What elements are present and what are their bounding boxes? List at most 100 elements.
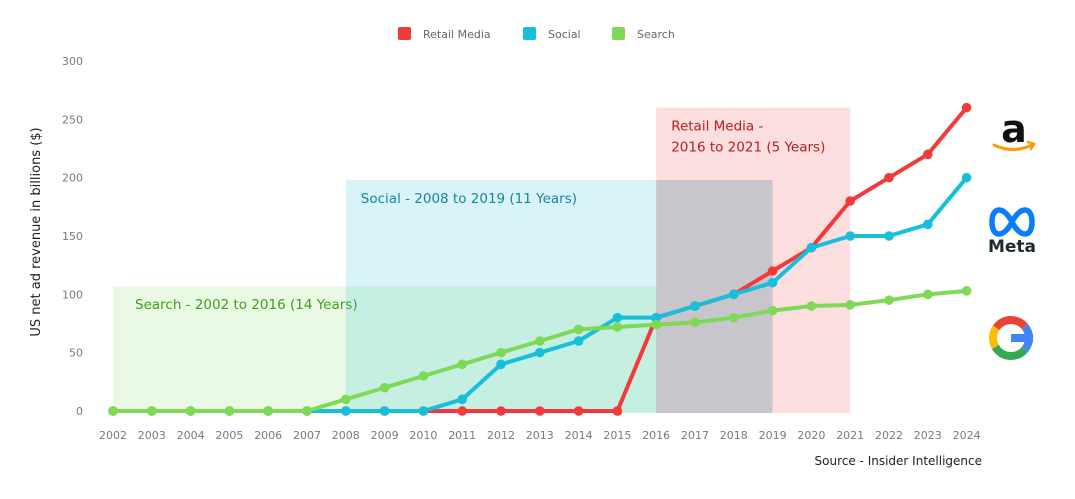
google-red-arc	[992, 316, 1028, 331]
search-point	[341, 394, 351, 405]
source-note: Source - Insider Intelligence	[815, 454, 982, 468]
y-tick-label: 50	[69, 347, 83, 360]
search-point	[302, 406, 312, 416]
y-tick-label: 150	[62, 230, 83, 243]
search-point	[185, 406, 196, 416]
x-tick-label: 2002	[99, 429, 127, 442]
legend: Retail Media Social Search	[398, 27, 675, 41]
x-tick-label: 2021	[836, 429, 864, 442]
x-tick-label: 2007	[293, 429, 321, 442]
google-green-arc	[991, 344, 1028, 360]
amazon-arrow-head	[1026, 140, 1036, 151]
retail-media-point	[845, 196, 855, 206]
y-tick-label: 100	[62, 288, 83, 301]
search-point	[651, 319, 661, 330]
search-point	[418, 371, 429, 381]
x-tick-label: 2022	[875, 429, 903, 442]
x-tick-label: 2019	[759, 429, 787, 442]
legend-label-search: Search	[637, 28, 675, 41]
retail-media-point	[496, 406, 506, 416]
search-point	[535, 336, 545, 346]
amazon-arrow	[992, 143, 1034, 151]
brand-logos: aMetaG	[988, 107, 1036, 360]
retail-media-point	[767, 266, 778, 276]
social-point	[845, 231, 855, 241]
search-point	[457, 359, 468, 370]
y-tick-label: 300	[62, 55, 83, 68]
social-point	[884, 231, 894, 241]
social-point	[729, 289, 739, 300]
band-label-2: Retail Media -	[671, 119, 763, 135]
legend-label-social: Social	[548, 28, 581, 41]
x-tick-label: 2009	[371, 429, 399, 442]
search-point	[224, 406, 235, 416]
google-bar	[1011, 334, 1033, 342]
meta-infinity-icon	[989, 207, 1035, 237]
social-point	[690, 301, 700, 311]
x-tick-label: 2003	[138, 429, 166, 442]
x-tick-label: 2023	[914, 429, 942, 442]
band-label-2: 2016 to 2021 (5 Years)	[671, 140, 825, 156]
amazon-logo: a	[1001, 107, 1027, 151]
retail-media-point	[923, 149, 933, 160]
band-label-1: Social - 2008 to 2019 (11 Years)	[361, 191, 577, 207]
social-point	[535, 347, 545, 358]
band-2	[656, 107, 851, 414]
search-point	[806, 301, 817, 311]
retail-media-point	[612, 406, 623, 416]
retail-media-point	[961, 102, 972, 113]
x-tick-label: 2006	[254, 429, 282, 442]
search-point	[108, 406, 118, 416]
x-tick-label: 2016	[642, 429, 670, 442]
meta-logo: Meta	[988, 237, 1036, 257]
x-tick-label: 2014	[565, 429, 593, 442]
y-tick-label: 250	[62, 113, 83, 126]
x-tick-label: 2024	[953, 429, 981, 442]
search-point	[961, 286, 972, 296]
band-1	[345, 180, 773, 413]
x-tick-label: 2010	[409, 429, 437, 442]
search-point	[923, 289, 933, 300]
social-point	[961, 172, 972, 183]
x-tick-label: 2011	[448, 429, 476, 442]
x-tick-label: 2005	[215, 429, 243, 442]
legend-swatch-social	[523, 27, 536, 40]
social-point	[767, 277, 778, 288]
search-point	[496, 347, 506, 358]
x-tick-label: 2015	[603, 429, 631, 442]
series-lines	[108, 102, 972, 416]
search-point	[573, 324, 584, 335]
social-point	[379, 406, 390, 416]
legend-swatch-retail-media	[398, 27, 411, 40]
band-label-0: Search - 2002 to 2016 (14 Years)	[135, 297, 358, 313]
x-tick-label: 2017	[681, 429, 709, 442]
y-tick-label: 200	[62, 172, 83, 185]
social-point	[923, 219, 933, 230]
social-point	[612, 312, 623, 323]
retail-media-point	[535, 406, 545, 416]
y-tick-label: 0	[76, 405, 83, 418]
retail-media-point	[884, 172, 894, 183]
retail-media-point	[573, 406, 584, 416]
search-point	[690, 317, 700, 328]
social-point	[496, 359, 506, 370]
search-point	[845, 300, 855, 310]
social-point	[573, 336, 584, 346]
timeline-bands: Search - 2002 to 2016 (14 Years) Social -…	[113, 107, 851, 414]
x-tick-label: 2018	[720, 429, 748, 442]
search-point	[884, 295, 894, 305]
y-axis-label: US net ad revenue in billions ($)	[29, 127, 44, 336]
x-tick-label: 2008	[332, 429, 360, 442]
search-point	[147, 406, 157, 416]
x-tick-label: 2013	[526, 429, 554, 442]
search-point	[767, 305, 778, 316]
legend-label-retail-media: Retail Media	[423, 28, 491, 41]
retail-media-point	[457, 406, 468, 416]
search-point	[729, 312, 739, 323]
social-point	[418, 406, 429, 416]
social-point	[457, 394, 468, 405]
social-point	[651, 312, 661, 323]
x-tick-label: 2004	[177, 429, 205, 442]
search-point	[263, 406, 274, 416]
